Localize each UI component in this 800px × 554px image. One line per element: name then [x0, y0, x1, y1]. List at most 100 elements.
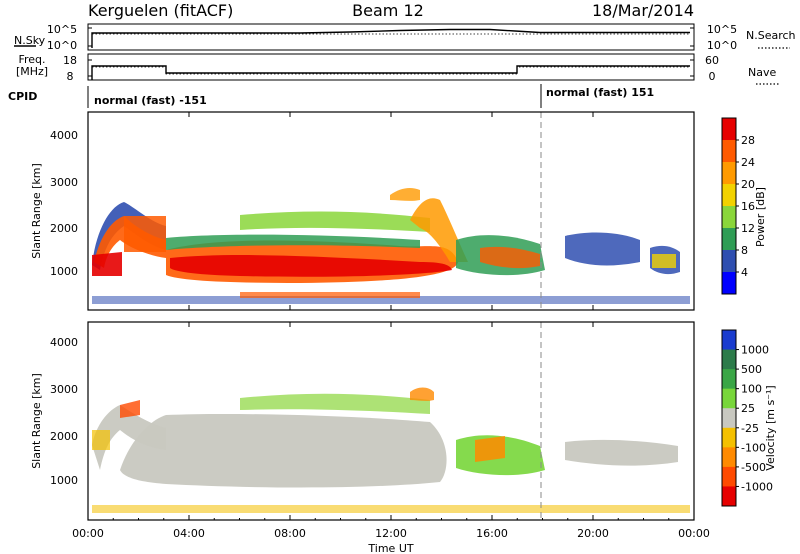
velocity-y-axis: 4000 3000 2000 1000	[50, 336, 78, 487]
vel-arc-neg	[92, 430, 110, 450]
cpid-label: CPID	[8, 90, 37, 103]
power-cbar-ticklabel-3: 16	[741, 200, 755, 213]
velocity-panel: 4000 3000 2000 1000 Slant Range [km]	[30, 321, 695, 521]
power-cbar-ticklabel-4: 12	[741, 222, 755, 235]
nsky-panel	[87, 23, 695, 51]
vel-cbar-swatch-0	[722, 330, 736, 351]
xtick-label-4: 16:00	[476, 527, 508, 540]
power-upper-band	[166, 234, 420, 250]
power-cbar-swatch-6	[722, 250, 736, 273]
power-cbar-ticklabel-5: 8	[741, 244, 748, 257]
vel-sporadic	[410, 387, 434, 401]
vel-cbar-swatch-2	[722, 369, 736, 390]
vel-cbar-swatch-8	[722, 486, 736, 507]
xtick-label-3: 12:00	[375, 527, 407, 540]
vel-ytick-4000: 4000	[50, 336, 78, 349]
vel-cbar-ticklabel-7: -1000	[741, 480, 773, 493]
vel-cbar-ticklabel-3: 25	[741, 402, 755, 415]
power-cbar-swatch-1	[722, 140, 736, 163]
nsky-label: N.Sky	[14, 34, 46, 47]
power-plot-bg	[88, 112, 694, 310]
nsearch-tick-bottom: 10^0	[707, 39, 737, 52]
velocity-colorbar-label: Velocity [m s⁻¹]	[764, 385, 777, 470]
vel-cbar-ticklabel-5: -100	[741, 441, 766, 454]
power-y-axis: 4000 3000 2000 1000	[50, 129, 78, 278]
power-sporadic-upper	[390, 187, 420, 201]
power-ylabel: Slant Range [km]	[30, 163, 43, 259]
vel-cbar-swatch-3	[722, 388, 736, 409]
date-title: 18/Mar/2014	[592, 1, 694, 20]
power-cbar-swatch-0	[722, 118, 736, 141]
freq-label: Freq.	[18, 53, 45, 66]
nave-tick-bottom: 0	[709, 70, 716, 83]
xaxis-label: Time UT	[367, 542, 413, 554]
velocity-colorbar: 1000 500 100 25 -25 -100 -500 -1000	[721, 329, 773, 507]
vel-cbar-swatch-1	[722, 349, 736, 370]
power-cbar-swatch-2	[722, 162, 736, 185]
power-cbar-swatch-5	[722, 228, 736, 251]
beam-title: Beam 12	[352, 1, 424, 20]
xtick-label-6: 00:00	[678, 527, 710, 540]
vel-cbar-ticklabel-4: -25	[741, 422, 759, 435]
vel-cbar-ticklabel-0: 1000	[741, 344, 769, 357]
cpid-segment-2: normal (fast) 151	[546, 86, 654, 99]
nave-trace	[92, 66, 690, 75]
vel-mainband	[120, 413, 447, 488]
freq-tick-top: 18	[63, 54, 77, 67]
nsearch-label: N.Search	[746, 29, 796, 42]
power-mainband-core	[170, 255, 452, 277]
freq-ticks	[88, 59, 694, 77]
nsky-tick-top: 10^5	[47, 23, 77, 36]
power-ytick-2000: 2000	[50, 222, 78, 235]
power-evening-1	[565, 232, 640, 266]
freq-trace	[91, 65, 690, 80]
vel-cbar-frame	[721, 329, 737, 507]
vel-cbar-ticklabel-6: -500	[741, 461, 766, 474]
xtick-label-0: 00:00	[72, 527, 104, 540]
vel-ytick-3000: 3000	[50, 383, 78, 396]
time-axis: 00:00 04:00 08:00 12:00 16:00 20:00 00:00	[72, 112, 710, 540]
power-cbar-ticklabel-1: 24	[741, 156, 755, 169]
nave-label: Nave	[748, 66, 776, 79]
freq-tick-bottom: 8	[67, 70, 74, 83]
vel-ytick-2000: 2000	[50, 430, 78, 443]
power-ytick-1000: 1000	[50, 265, 78, 278]
vel-near-range	[92, 505, 690, 513]
station-title: Kerguelen (fitACF)	[88, 1, 233, 20]
nave-tick-top: 60	[705, 54, 719, 67]
freq-panel	[87, 53, 695, 81]
velocity-data-layer	[92, 387, 690, 513]
power-near-range	[92, 296, 690, 304]
power-plume	[410, 198, 468, 262]
power-near-range-strong	[240, 292, 420, 298]
power-ytick-3000: 3000	[50, 176, 78, 189]
vel-cbar-swatch-5	[722, 427, 736, 448]
nsearch-tick-top: 10^5	[707, 23, 737, 36]
power-cbar-swatch-4	[722, 206, 736, 229]
vel-upper	[240, 393, 430, 414]
vel-late-orange	[475, 436, 505, 462]
power-late-patch-core	[480, 246, 540, 269]
vel-arc	[92, 405, 166, 470]
velocity-ylabel: Slant Range [km]	[30, 373, 43, 469]
vel-cbar-swatch-6	[722, 447, 736, 468]
freq-unit: [MHz]	[16, 65, 48, 78]
xtick-label-1: 04:00	[173, 527, 205, 540]
xtick-label-5: 20:00	[577, 527, 609, 540]
vel-cbar-ticklabel-2: 100	[741, 383, 762, 396]
power-early-core	[92, 252, 122, 276]
power-colorbar-label: Power [dB]	[754, 187, 767, 247]
power-cbar-ticklabel-0: 28	[741, 134, 755, 147]
vel-ytick-1000: 1000	[50, 474, 78, 487]
power-colorbar: 28 24 20 16 12 8 4	[721, 117, 755, 295]
nsky-trace	[91, 28, 690, 48]
cpid-segment-1: normal (fast) -151	[94, 94, 207, 107]
vel-early-red	[120, 400, 140, 418]
vel-cbar-swatch-4	[722, 408, 736, 429]
power-evening-3	[652, 254, 676, 268]
power-early-arc	[124, 216, 166, 252]
power-cbar-swatch-3	[722, 184, 736, 207]
power-cbar-ticklabel-2: 20	[741, 178, 755, 191]
power-ytick-4000: 4000	[50, 129, 78, 142]
